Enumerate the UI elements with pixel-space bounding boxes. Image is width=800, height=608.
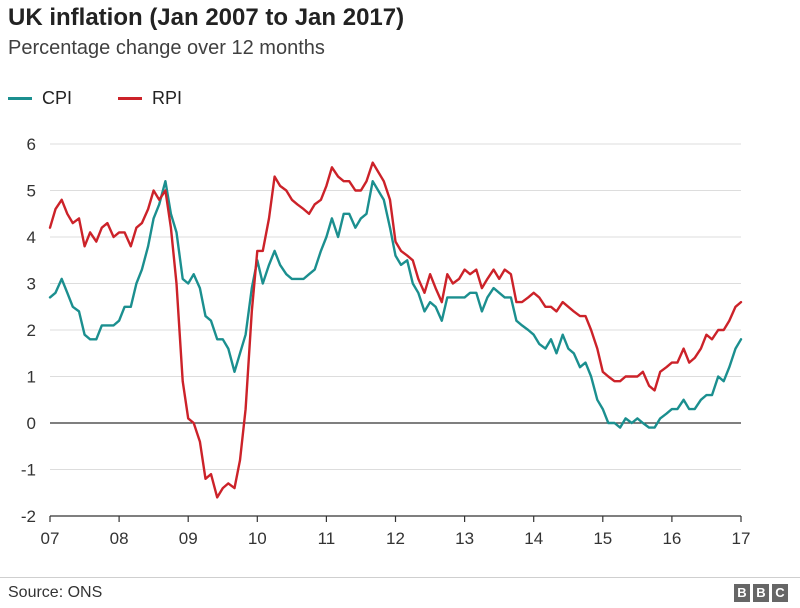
y-tick-label: 5 [27, 182, 36, 201]
bbc-logo-letter: B [753, 584, 769, 602]
x-tick-label: 11 [318, 529, 336, 548]
x-tick-label: 10 [248, 529, 267, 548]
y-tick-label: 6 [27, 135, 36, 154]
y-tick-label: 0 [27, 414, 36, 433]
bbc-logo: B B C [731, 584, 788, 602]
chart-subtitle: Percentage change over 12 months [8, 37, 325, 59]
y-tick-label: -1 [21, 461, 36, 480]
x-tick-label: 14 [524, 529, 543, 548]
x-tick-label: 08 [110, 529, 129, 548]
series-line-rpi [48, 161, 743, 499]
x-tick-label: 07 [41, 529, 60, 548]
legend-item-rpi: RPI [118, 88, 182, 109]
chart-title: UK inflation (Jan 2007 to Jan 2017) [8, 4, 405, 31]
bbc-logo-letter: C [772, 584, 788, 602]
y-tick-label: 2 [27, 321, 36, 340]
legend-label-rpi: RPI [152, 87, 183, 108]
x-tick-label: 17 [732, 529, 751, 548]
y-tick-label: -2 [21, 507, 36, 526]
x-tick-label: 13 [455, 529, 474, 548]
x-tick-label: 12 [386, 529, 405, 548]
x-tick-label: 16 [662, 529, 681, 548]
series-line-cpi [48, 180, 743, 429]
chart-legend: CPI RPI [8, 86, 228, 110]
footer-divider [0, 577, 800, 578]
bbc-logo-letter: B [734, 584, 750, 602]
legend-item-cpi: CPI [8, 88, 72, 109]
source-note: Source: ONS [8, 584, 103, 601]
y-tick-label: 3 [27, 275, 36, 294]
legend-label-cpi: CPI [42, 87, 73, 108]
legend-swatch-rpi [118, 96, 143, 100]
x-tick-label: 09 [179, 529, 198, 548]
x-tick-label: 15 [593, 529, 612, 548]
y-tick-label: 4 [27, 228, 36, 247]
legend-swatch-cpi [8, 96, 32, 100]
y-tick-label: 1 [27, 368, 36, 387]
